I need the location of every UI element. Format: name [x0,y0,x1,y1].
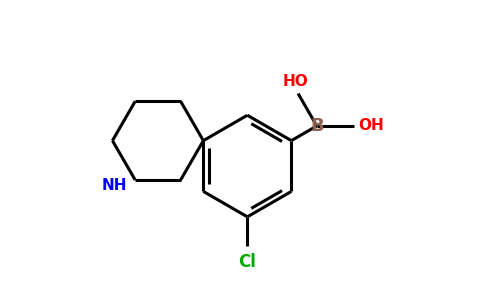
Text: OH: OH [359,118,384,134]
Text: B: B [310,117,324,135]
Text: Cl: Cl [239,253,257,271]
Text: HO: HO [283,74,308,89]
Text: NH: NH [102,178,127,193]
